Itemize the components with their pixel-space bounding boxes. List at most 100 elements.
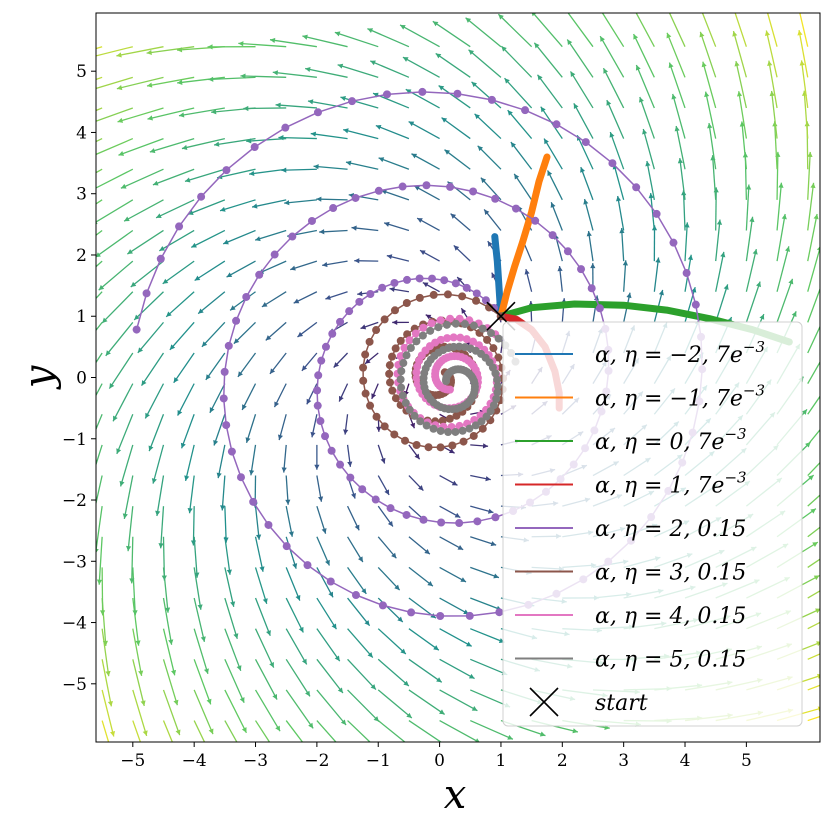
quiver-arrowhead bbox=[609, 132, 615, 138]
quiver-arrowhead bbox=[810, 182, 816, 189]
quiver-arrowhead bbox=[418, 485, 424, 491]
quiver-arrowhead bbox=[730, 1, 735, 7]
series-point-7 bbox=[478, 324, 487, 333]
quiver-arrowhead bbox=[498, 14, 504, 20]
quiver-arrow bbox=[711, 155, 717, 200]
quiver-arrow bbox=[254, 506, 260, 540]
quiver-arrow bbox=[238, 42, 287, 48]
series-point-4 bbox=[422, 181, 431, 190]
quiver-arrowhead bbox=[801, 409, 807, 415]
quiver-arrow bbox=[96, 229, 134, 258]
series-point-7 bbox=[482, 412, 491, 421]
series-point-7 bbox=[398, 391, 407, 400]
series-point-7 bbox=[489, 401, 498, 410]
quiver-arrow bbox=[375, 124, 410, 140]
series-point-5 bbox=[390, 306, 399, 315]
quiver-arrowhead bbox=[468, 673, 475, 679]
quiver-arrowhead bbox=[384, 221, 390, 227]
quiver-arrow bbox=[180, 414, 195, 449]
quiver-arrowhead bbox=[169, 344, 176, 350]
quiver-arrowhead bbox=[375, 124, 382, 130]
series-point-4 bbox=[328, 329, 337, 338]
quiver-arrowhead bbox=[176, 47, 183, 53]
quiver-arrowhead bbox=[367, 652, 373, 658]
quiver-arrow bbox=[254, 567, 268, 604]
quiver-arrow bbox=[116, 46, 164, 57]
quiver-arrow bbox=[510, 141, 533, 170]
quiver-arrowhead bbox=[615, 196, 622, 202]
series-point-4 bbox=[491, 194, 500, 203]
quiver-arrowhead bbox=[190, 540, 197, 546]
quiver-arrow bbox=[258, 260, 287, 275]
quiver-arrow bbox=[165, 291, 195, 318]
quiver-arrow bbox=[224, 628, 242, 672]
series-point-6 bbox=[436, 316, 445, 325]
series-point-4 bbox=[336, 317, 345, 326]
quiver-arrow bbox=[573, 103, 594, 139]
quiver-arrow bbox=[465, 17, 502, 48]
series-point-4 bbox=[378, 601, 387, 610]
series-point-4 bbox=[197, 192, 206, 201]
quiver-arrowhead bbox=[795, 0, 800, 5]
quiver-arrowhead bbox=[420, 250, 426, 256]
quiver-arrow bbox=[127, 506, 134, 552]
series-point-6 bbox=[456, 333, 465, 342]
quiver-arrow bbox=[224, 597, 238, 640]
quiver-arrow bbox=[224, 689, 248, 734]
quiver-arrow bbox=[249, 168, 287, 175]
series-point-4 bbox=[303, 561, 312, 570]
quiver-arrowhead bbox=[392, 319, 398, 326]
quiver-arrow bbox=[477, 145, 502, 170]
quiver-arrowhead bbox=[305, 66, 311, 73]
quiver-arrowhead bbox=[191, 242, 197, 248]
quiver-arrow bbox=[132, 628, 143, 676]
quiver-arrowhead bbox=[547, 170, 553, 177]
quiver-arrow bbox=[550, 202, 563, 231]
quiver-arrowhead bbox=[433, 645, 439, 651]
quiver-arrow bbox=[435, 52, 471, 78]
quiver-arrowhead bbox=[67, 288, 72, 293]
quiver-arrow bbox=[773, 121, 778, 170]
quiver-arrowhead bbox=[598, 6, 603, 12]
quiver-arrowhead bbox=[781, 213, 787, 220]
quiver-arrowhead bbox=[487, 508, 494, 514]
y-tick-label: 2 bbox=[76, 246, 87, 266]
quiver-arrow bbox=[162, 689, 181, 736]
quiver-arrowhead bbox=[734, 61, 740, 67]
quiver-arrowhead bbox=[485, 476, 491, 482]
quiver-arrow bbox=[222, 229, 256, 245]
quiver-arrowhead bbox=[132, 610, 138, 616]
quiver-arrowhead bbox=[87, 484, 92, 490]
quiver-arrow bbox=[116, 414, 134, 455]
quiver-arrow bbox=[197, 291, 226, 315]
quiver-arrowhead bbox=[603, 68, 609, 74]
series-point-4 bbox=[313, 401, 322, 410]
quiver-arrowhead bbox=[89, 153, 95, 158]
series-point-7 bbox=[429, 424, 438, 433]
quiver-arrow bbox=[192, 506, 195, 546]
quiver-arrow bbox=[378, 157, 410, 170]
quiver-arrow bbox=[302, 35, 348, 48]
quiver-arrowhead bbox=[720, 251, 726, 258]
series-point-4 bbox=[402, 510, 411, 519]
quiver-arrowhead bbox=[99, 610, 106, 616]
quiver-arrow bbox=[546, 170, 563, 201]
series-point-4 bbox=[455, 519, 464, 528]
quiver-arrow bbox=[807, 653, 820, 660]
series-point-5 bbox=[391, 394, 400, 403]
series-point-4 bbox=[531, 216, 540, 225]
quiver-arrowhead bbox=[116, 85, 123, 91]
series-point-5 bbox=[412, 441, 421, 450]
quiver-arrow bbox=[408, 689, 446, 715]
series-point-5 bbox=[403, 330, 412, 339]
quiver-arrowhead bbox=[544, 138, 549, 145]
quiver-arrow bbox=[96, 414, 103, 431]
quiver-arrow bbox=[770, 90, 778, 139]
legend-start-marker bbox=[529, 687, 559, 717]
quiver-arrowhead bbox=[177, 409, 183, 416]
quiver-arrowhead bbox=[206, 698, 212, 705]
series-point-7 bbox=[493, 388, 502, 397]
series-point-6 bbox=[405, 336, 414, 345]
quiver-arrowhead bbox=[707, 123, 713, 129]
series-point-7 bbox=[494, 334, 503, 343]
